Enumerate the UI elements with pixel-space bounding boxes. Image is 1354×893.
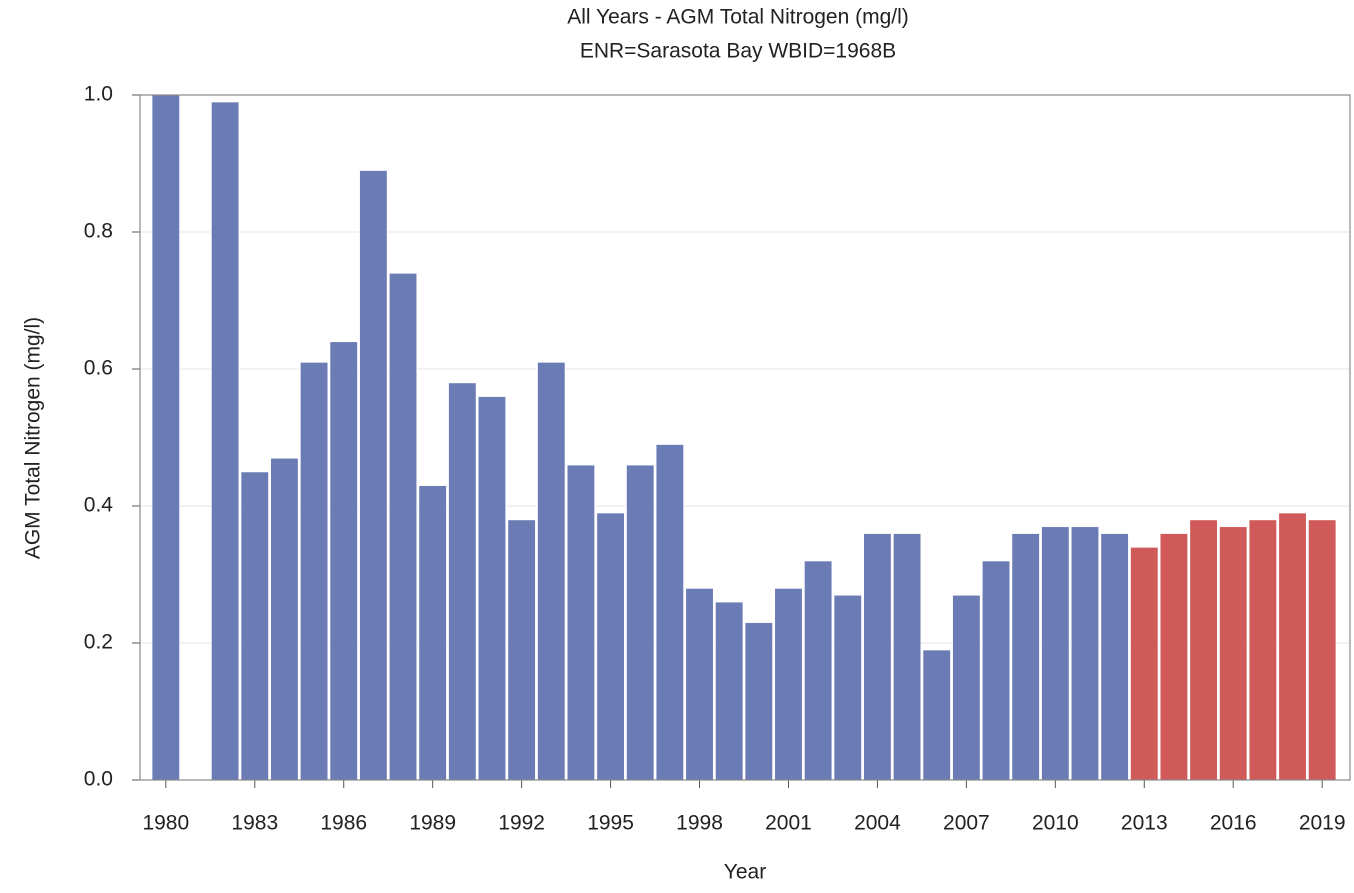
bar (862, 532, 892, 781)
bar (1189, 519, 1219, 781)
bar (1159, 532, 1189, 781)
bar (299, 361, 329, 781)
bar (892, 532, 922, 781)
bar (1129, 546, 1159, 781)
bar (240, 471, 270, 781)
x-tick-label: 2001 (765, 812, 812, 835)
y-tick-label: 0.4 (84, 494, 114, 517)
x-tick-label: 1995 (587, 812, 634, 835)
x-tick-label: 2007 (943, 812, 990, 835)
bar (1218, 526, 1248, 781)
bar (477, 395, 507, 781)
bar (566, 464, 596, 781)
x-tick-label: 2010 (1032, 812, 1079, 835)
bar (744, 621, 774, 781)
bar (536, 361, 566, 781)
bar (1070, 526, 1100, 781)
y-axis-title: AGM Total Nitrogen (mg/l) (22, 317, 45, 559)
bar (1248, 519, 1278, 781)
bar (625, 464, 655, 781)
bar (803, 560, 833, 781)
bar (1100, 532, 1130, 781)
chart-title: All Years - AGM Total Nitrogen (mg/l) (567, 6, 909, 29)
x-tick-label: 1992 (498, 812, 545, 835)
x-tick-label: 1983 (231, 812, 278, 835)
y-tick-label: 0.2 (84, 631, 113, 654)
bar (151, 94, 181, 781)
bar (951, 594, 981, 781)
bar (1040, 526, 1070, 781)
x-axis-title: Year (724, 861, 766, 884)
bar (358, 169, 388, 781)
bar (1307, 519, 1337, 781)
y-tick-label: 1.0 (84, 83, 113, 106)
bar (655, 443, 685, 781)
bar (922, 649, 952, 781)
bar (774, 587, 803, 781)
bar (447, 382, 477, 781)
y-tick-label: 0.8 (84, 220, 113, 243)
bar (981, 560, 1011, 781)
x-tick-label: 1998 (676, 812, 723, 835)
bar (1278, 512, 1307, 781)
x-tick-label: 2016 (1210, 812, 1257, 835)
y-tick-label: 0.6 (84, 357, 113, 380)
bar (329, 341, 359, 781)
x-tick-label: 2004 (854, 812, 901, 835)
bar (714, 601, 744, 781)
x-tick-label: 1989 (409, 812, 456, 835)
plot-frame (139, 94, 1351, 781)
y-tick-label: 0.0 (84, 768, 113, 791)
bar (269, 457, 299, 781)
bar (596, 512, 626, 781)
bar (685, 587, 714, 781)
bar (507, 519, 537, 781)
bar (418, 484, 448, 781)
x-tick-label: 2019 (1299, 812, 1346, 835)
bar (210, 101, 240, 781)
x-tick-label: 1980 (142, 812, 189, 835)
bar (833, 594, 863, 781)
x-tick-label: 1986 (320, 812, 367, 835)
x-tick-label: 2013 (1121, 812, 1168, 835)
chart-subtitle: ENR=Sarasota Bay WBID=1968B (580, 40, 896, 63)
bar (388, 272, 418, 781)
bar (1011, 532, 1041, 781)
